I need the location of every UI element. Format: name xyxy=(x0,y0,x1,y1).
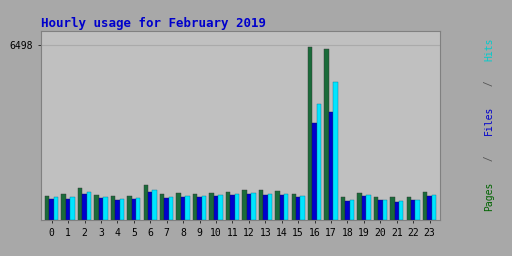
Bar xyxy=(280,195,284,220)
Bar xyxy=(301,196,305,220)
Bar xyxy=(399,201,403,220)
Bar xyxy=(197,197,202,220)
Bar xyxy=(164,198,169,220)
Bar xyxy=(87,192,91,220)
Bar xyxy=(325,49,329,220)
Bar xyxy=(226,191,230,220)
Bar xyxy=(169,197,174,220)
Bar xyxy=(153,190,157,220)
Text: /: / xyxy=(484,150,494,167)
Bar xyxy=(54,197,58,220)
Bar xyxy=(366,195,371,220)
Text: Pages: Pages xyxy=(484,182,494,211)
Bar xyxy=(390,197,395,220)
Bar xyxy=(333,82,338,220)
Bar xyxy=(291,194,296,220)
Bar xyxy=(423,192,428,220)
Bar xyxy=(428,196,432,220)
Bar xyxy=(120,199,124,220)
Bar xyxy=(234,194,239,220)
Bar xyxy=(50,199,54,220)
Bar xyxy=(202,196,206,220)
Bar xyxy=(185,196,190,220)
Bar xyxy=(61,194,66,220)
Bar xyxy=(382,200,387,220)
Bar xyxy=(251,193,255,220)
Text: /: / xyxy=(484,74,494,92)
Bar xyxy=(94,195,99,220)
Bar xyxy=(329,112,333,220)
Bar xyxy=(127,196,132,220)
Bar xyxy=(218,195,223,220)
Bar xyxy=(308,47,312,220)
Bar xyxy=(267,194,272,220)
Bar xyxy=(148,192,153,220)
Bar xyxy=(132,199,136,220)
Bar xyxy=(411,200,415,220)
Bar xyxy=(357,193,361,220)
Bar xyxy=(284,194,288,220)
Bar xyxy=(407,197,411,220)
Text: Files: Files xyxy=(484,106,494,135)
Bar xyxy=(350,200,354,220)
Bar xyxy=(115,200,120,220)
Bar xyxy=(103,197,108,220)
Bar xyxy=(395,201,399,220)
Bar xyxy=(209,193,214,220)
Bar xyxy=(136,198,140,220)
Bar xyxy=(296,197,301,220)
Bar xyxy=(259,190,263,220)
Bar xyxy=(99,198,103,220)
Bar xyxy=(143,185,148,220)
Bar xyxy=(45,196,50,220)
Bar xyxy=(193,194,197,220)
Bar xyxy=(312,123,317,220)
Bar xyxy=(230,195,234,220)
Bar xyxy=(181,197,185,220)
Bar xyxy=(82,194,87,220)
Bar xyxy=(345,201,350,220)
Bar xyxy=(247,194,251,220)
Bar xyxy=(317,104,321,220)
Bar xyxy=(160,194,164,220)
Bar xyxy=(70,197,75,220)
Bar xyxy=(415,200,420,220)
Bar xyxy=(361,196,366,220)
Bar xyxy=(432,195,436,220)
Text: Hourly usage for February 2019: Hourly usage for February 2019 xyxy=(41,17,266,29)
Bar xyxy=(378,200,382,220)
Bar xyxy=(66,199,70,220)
Bar xyxy=(341,197,345,220)
Bar xyxy=(275,191,280,220)
Bar xyxy=(78,188,82,220)
Bar xyxy=(214,196,218,220)
Bar xyxy=(374,197,378,220)
Bar xyxy=(242,190,247,220)
Bar xyxy=(111,196,115,220)
Bar xyxy=(263,195,267,220)
Text: Hits: Hits xyxy=(484,38,494,61)
Bar xyxy=(177,193,181,220)
